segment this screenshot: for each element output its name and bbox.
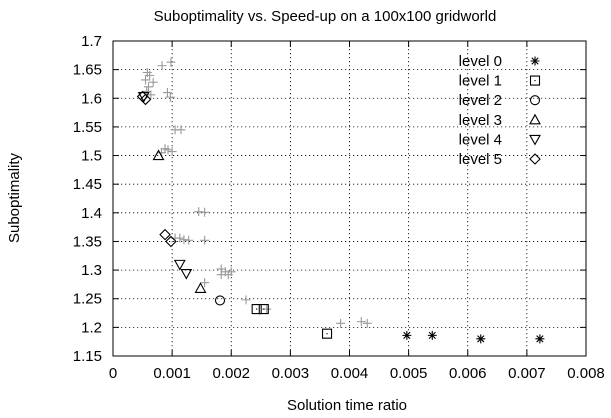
- data-point: [476, 334, 486, 344]
- background-point: [184, 235, 194, 245]
- series-level-1: [251, 303, 333, 339]
- legend-label: level 3: [459, 112, 502, 129]
- background-point: [163, 145, 173, 155]
- data-point: [258, 303, 269, 315]
- y-tick-label: 1.5: [81, 148, 102, 165]
- legend-label: level 0: [459, 53, 502, 70]
- background-point: [145, 70, 155, 80]
- legend-item: level 2: [459, 92, 541, 109]
- y-tick-label: 1.7: [81, 33, 102, 50]
- background-point: [336, 318, 346, 328]
- legend-label: level 5: [459, 151, 502, 168]
- background-point: [141, 75, 151, 85]
- legend-label: level 1: [459, 73, 502, 90]
- y-tick-label: 1.15: [73, 348, 102, 365]
- legend-label: level 4: [459, 131, 502, 148]
- background-point: [200, 235, 210, 245]
- y-tick-label: 1.3: [81, 262, 102, 279]
- data-point: [402, 330, 412, 340]
- background-point: [241, 295, 251, 305]
- y-tick-label: 1.45: [73, 176, 102, 193]
- data-point: [535, 334, 545, 344]
- x-tick-label: 0.004: [331, 365, 369, 382]
- series-level-2: [214, 295, 226, 306]
- legend-marker: [529, 95, 541, 106]
- legend-item: level 3: [459, 112, 541, 129]
- data-point: [321, 328, 333, 339]
- chart-title: Suboptimality vs. Speed-up on a 100x100 …: [154, 8, 497, 25]
- x-tick-label: 0.001: [153, 365, 191, 382]
- legend-marker: [529, 113, 541, 125]
- background-point: [362, 318, 372, 328]
- y-tick-label: 1.35: [73, 233, 102, 250]
- y-tick-label: 1.4: [81, 205, 102, 222]
- data-point: [159, 228, 171, 241]
- legend: level 0 level 1 level 2 level 3 level 4 level…: [459, 53, 541, 168]
- data-point: [214, 295, 226, 306]
- x-tick-label: 0.006: [449, 365, 487, 382]
- x-tick-label: 0.005: [390, 365, 428, 382]
- y-tick-label: 1.55: [73, 119, 102, 136]
- series-level-5: [136, 90, 177, 248]
- background-point: [223, 270, 233, 280]
- background-point: [157, 61, 167, 71]
- legend-marker: [529, 75, 541, 86]
- data-point: [251, 303, 262, 315]
- x-axis-title: Solution time ratio: [287, 397, 407, 414]
- y-tick-label: 1.6: [81, 90, 102, 107]
- background-point: [194, 207, 204, 217]
- series-points: [136, 90, 545, 344]
- background-point: [167, 147, 177, 157]
- legend-item: level 1: [459, 73, 541, 90]
- data-point: [427, 330, 437, 340]
- data-point: [180, 268, 193, 280]
- legend-label: level 2: [459, 92, 502, 109]
- background-point: [166, 57, 176, 67]
- background-point: [143, 82, 153, 92]
- legend-marker: [530, 56, 540, 66]
- legend-item: level 0: [459, 53, 540, 70]
- background-point: [175, 233, 185, 243]
- legend-item: level 5: [459, 151, 541, 168]
- x-tick-label: 0.007: [508, 365, 546, 382]
- background-point: [162, 88, 172, 98]
- data-point: [173, 259, 186, 271]
- legend-marker: [529, 134, 541, 146]
- series-level-4: [137, 92, 193, 280]
- plot-frame: [112, 40, 587, 357]
- x-tick-label: 0.003: [272, 365, 310, 382]
- x-tick-label: 0.002: [212, 365, 250, 382]
- background-point: [356, 317, 366, 327]
- x-tick-label: 0.008: [567, 365, 605, 382]
- background-point: [200, 207, 210, 217]
- background-point: [176, 125, 186, 135]
- background-point: [165, 92, 175, 102]
- x-tick-label: 0: [109, 365, 117, 382]
- y-tick-label: 1.65: [73, 62, 102, 79]
- background-point: [179, 235, 189, 245]
- legend-item: level 4: [459, 131, 541, 148]
- data-point: [139, 93, 152, 106]
- background-point: [148, 77, 158, 87]
- data-point: [165, 235, 177, 248]
- data-point: [194, 282, 207, 293]
- legend-marker: [529, 153, 541, 165]
- background-point: [200, 278, 210, 288]
- series-level-3: [152, 149, 207, 293]
- y-axis-title: Suboptimality: [6, 152, 23, 243]
- y-tick-label: 1.25: [73, 291, 102, 308]
- data-point: [152, 149, 165, 161]
- axis-ticks: 0 0.001 0.002 0.003 0.004 0.005 0.006 0.007 0.00…: [73, 33, 605, 382]
- series-level-0: [402, 330, 545, 344]
- y-tick-label: 1.2: [81, 319, 102, 336]
- grid: [113, 41, 586, 356]
